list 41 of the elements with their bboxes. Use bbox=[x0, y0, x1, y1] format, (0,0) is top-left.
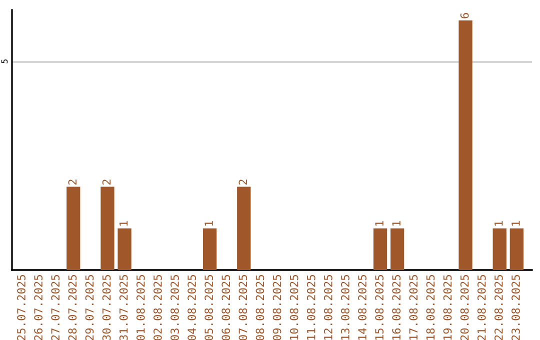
x-tick-label: 13.08.2025 bbox=[341, 275, 350, 340]
x-tick-label: 22.08.2025 bbox=[494, 275, 503, 340]
x-tick-label: 30.07.2025 bbox=[102, 275, 111, 340]
data-label: 6 bbox=[460, 13, 469, 18]
x-tick-label: 26.07.2025 bbox=[34, 275, 43, 340]
x-tick-label: 16.08.2025 bbox=[392, 275, 401, 340]
x-tick-label: 09.08.2025 bbox=[272, 275, 282, 340]
data-label: 2 bbox=[68, 180, 76, 185]
x-tick-label: 02.08.2025 bbox=[153, 275, 162, 340]
x-tick-label: 27.07.2025 bbox=[51, 275, 60, 340]
x-tick-label: 14.08.2025 bbox=[358, 275, 366, 340]
x-tick-label: 11.08.2025 bbox=[306, 275, 316, 340]
data-label: 1 bbox=[120, 221, 128, 226]
x-tick-label: 01.08.2025 bbox=[136, 275, 145, 340]
x-tick-label: 10.08.2025 bbox=[290, 275, 298, 340]
data-label: 2 bbox=[102, 180, 111, 185]
x-tick-label: 06.08.2025 bbox=[222, 275, 230, 340]
x-tick-label: 25.07.2025 bbox=[17, 275, 26, 340]
x-tick-label: 08.08.2025 bbox=[256, 275, 264, 340]
x-tick-label: 17.08.2025 bbox=[409, 275, 418, 340]
x-tick-label: 28.07.2025 bbox=[68, 275, 77, 340]
x-tick-label: 15.08.2025 bbox=[375, 275, 384, 340]
x-tick-label: 12.08.2025 bbox=[324, 275, 332, 340]
x-tick-label: 07.08.2025 bbox=[238, 275, 248, 340]
data-label: 1 bbox=[204, 221, 213, 226]
x-tick-label: 03.08.2025 bbox=[170, 275, 179, 340]
x-tick-label: 23.08.2025 bbox=[512, 275, 520, 340]
x-tick-label: 05.08.2025 bbox=[204, 275, 214, 340]
x-tick-label: 31.07.2025 bbox=[119, 275, 128, 340]
x-tick-label: 18.08.2025 bbox=[426, 275, 435, 340]
data-label: 1 bbox=[392, 221, 400, 226]
data-label: 1 bbox=[375, 221, 384, 226]
x-tick-label: 21.08.2025 bbox=[477, 275, 486, 340]
data-label: 1 bbox=[512, 221, 520, 226]
data-label: 2 bbox=[238, 180, 247, 185]
x-tick-label: 29.07.2025 bbox=[85, 275, 94, 340]
x-tick-label: 20.08.2025 bbox=[460, 275, 469, 340]
x-tick-label: 04.08.2025 bbox=[188, 275, 196, 340]
data-label: 1 bbox=[494, 221, 503, 226]
y-tick-label: 5 bbox=[1, 59, 8, 64]
x-tick-label: 19.08.2025 bbox=[443, 275, 452, 340]
